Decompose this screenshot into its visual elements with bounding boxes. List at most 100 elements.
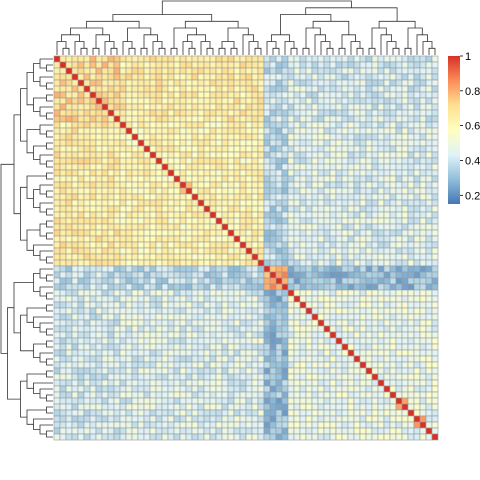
heatmap-cell	[431, 409, 439, 417]
heatmap-cell	[329, 61, 337, 69]
heatmap-cell	[371, 67, 379, 75]
dendrogram-branch	[143, 34, 158, 49]
heatmap-cell	[203, 229, 211, 237]
heatmap-cell	[389, 295, 397, 303]
heatmap-cell	[419, 97, 427, 105]
heatmap-cell	[347, 181, 355, 189]
heatmap-cell	[83, 223, 91, 231]
heatmap-cell	[173, 85, 181, 93]
heatmap-cell	[317, 307, 325, 315]
heatmap-cell	[257, 343, 265, 351]
heatmap-cell	[251, 115, 259, 123]
heatmap-cell	[53, 109, 61, 117]
heatmap-cell	[299, 55, 307, 63]
heatmap-cell	[221, 259, 229, 267]
heatmap-cell	[263, 247, 271, 255]
heatmap-cell	[131, 349, 139, 357]
heatmap-cell	[89, 193, 97, 201]
heatmap-cell	[215, 319, 223, 327]
heatmap-cell	[161, 223, 169, 231]
heatmap-cell	[359, 157, 367, 165]
heatmap-cell	[185, 289, 193, 297]
heatmap-cell	[431, 169, 439, 177]
heatmap-cell	[365, 97, 373, 105]
heatmap-cell	[191, 145, 199, 153]
heatmap-cell	[341, 193, 349, 201]
heatmap-cell	[383, 319, 391, 327]
heatmap-cell	[425, 349, 433, 357]
heatmap-cell	[263, 139, 271, 147]
heatmap-cell	[239, 421, 247, 429]
heatmap-cell	[401, 253, 409, 261]
heatmap-cell	[359, 331, 367, 339]
color-legend-ticks: 10.80.60.40.2	[460, 51, 480, 202]
heatmap-cell	[275, 295, 283, 303]
heatmap-cell	[359, 319, 367, 327]
heatmap-cell	[371, 325, 379, 333]
heatmap-cell	[269, 409, 277, 417]
heatmap-cell	[389, 169, 397, 177]
heatmap-cell	[155, 367, 163, 375]
heatmap-cell	[203, 103, 211, 111]
heatmap-cell	[167, 373, 175, 381]
heatmap-cell	[59, 229, 67, 237]
heatmap-cell	[359, 325, 367, 333]
heatmap-cell	[203, 355, 211, 363]
heatmap-cell	[275, 109, 283, 117]
heatmap-cell	[83, 271, 91, 279]
heatmap-cell	[53, 355, 61, 363]
heatmap-cell	[425, 169, 433, 177]
heatmap-cell	[155, 253, 163, 261]
heatmap-cell	[377, 151, 385, 159]
heatmap-cell	[173, 223, 181, 231]
heatmap-cell	[65, 433, 73, 441]
heatmap-cell	[221, 277, 229, 285]
heatmap-cell	[161, 397, 169, 405]
heatmap-cell	[323, 181, 331, 189]
heatmap-cell	[221, 157, 229, 165]
heatmap-cell	[77, 283, 85, 291]
heatmap-cell	[365, 379, 373, 387]
heatmap-cell	[335, 103, 343, 111]
dendrogram-branch	[112, 14, 213, 22]
heatmap-cell	[71, 373, 79, 381]
heatmap-cell	[173, 409, 181, 417]
heatmap-cell	[191, 175, 199, 183]
heatmap-cell	[113, 385, 121, 393]
dendrogram-branch	[314, 34, 326, 55]
heatmap-cell	[245, 343, 253, 351]
heatmap-cell	[71, 235, 79, 243]
heatmap-cell	[293, 199, 301, 207]
heatmap-cell	[113, 265, 121, 273]
heatmap-cell	[269, 181, 277, 189]
heatmap-cell	[239, 403, 247, 411]
heatmap-cell	[317, 199, 325, 207]
heatmap-cell	[275, 277, 283, 285]
heatmap-cell	[425, 331, 433, 339]
heatmap-cell	[329, 343, 337, 351]
heatmap-cell	[161, 241, 169, 249]
heatmap-cell	[431, 355, 439, 363]
heatmap-cell	[413, 229, 421, 237]
heatmap-cell	[119, 133, 127, 141]
heatmap-cell	[347, 331, 355, 339]
heatmap-cell	[227, 223, 235, 231]
heatmap-cell	[269, 187, 277, 195]
heatmap-cell	[377, 379, 385, 387]
heatmap-cell	[191, 121, 199, 129]
heatmap-cell	[257, 313, 265, 321]
heatmap-cell	[77, 91, 85, 99]
heatmap-cell	[275, 313, 283, 321]
heatmap-cell	[197, 175, 205, 183]
heatmap-cell	[167, 235, 175, 243]
heatmap-cell	[155, 403, 163, 411]
heatmap-cell	[299, 67, 307, 75]
heatmap-cell	[263, 211, 271, 219]
heatmap-cell	[95, 277, 103, 285]
heatmap-cell	[251, 169, 259, 177]
heatmap-cell	[191, 373, 199, 381]
heatmap-cell	[353, 307, 361, 315]
heatmap-cell	[317, 235, 325, 243]
heatmap-cell	[425, 163, 433, 171]
heatmap-cell	[209, 433, 217, 441]
